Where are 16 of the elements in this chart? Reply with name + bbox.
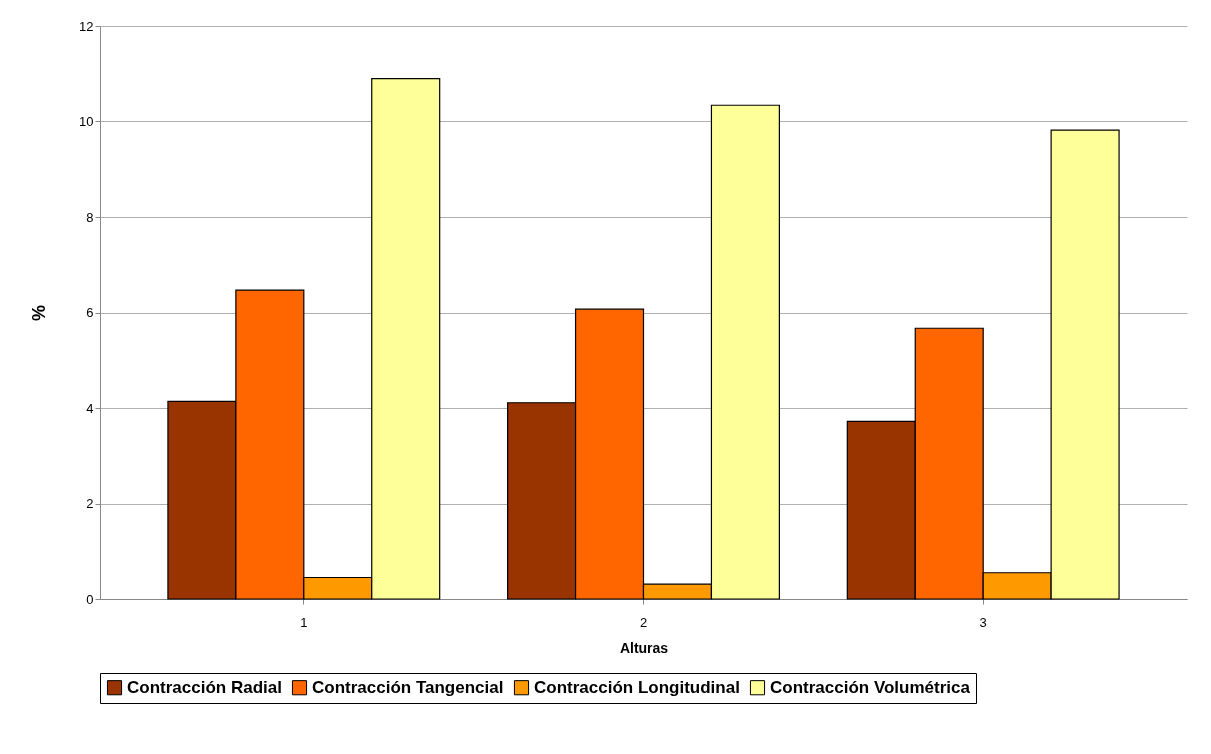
y-tick-label: 6 <box>86 305 94 320</box>
x-tick-label: 3 <box>979 614 987 630</box>
y-axis-title: % <box>29 304 50 322</box>
legend-label: Contracción Radial <box>127 677 282 697</box>
y-tick-label: 10 <box>79 114 94 129</box>
x-tick-label: 2 <box>639 614 648 630</box>
legend-label: Contracción Longitudinal <box>534 677 740 697</box>
y-tick-label: 12 <box>79 18 94 34</box>
y-tick-label: 8 <box>86 209 94 225</box>
x-axis-title: Alturas <box>619 639 669 656</box>
x-tick-label: 1 <box>300 614 308 630</box>
legend-label: Contracción Volumétrica <box>770 677 971 697</box>
y-tick-label: 4 <box>86 400 94 416</box>
y-tick-label: 2 <box>86 496 94 511</box>
legend-label: Contracción Tangencial <box>312 677 504 697</box>
y-tick-label: 0 <box>86 591 94 607</box>
